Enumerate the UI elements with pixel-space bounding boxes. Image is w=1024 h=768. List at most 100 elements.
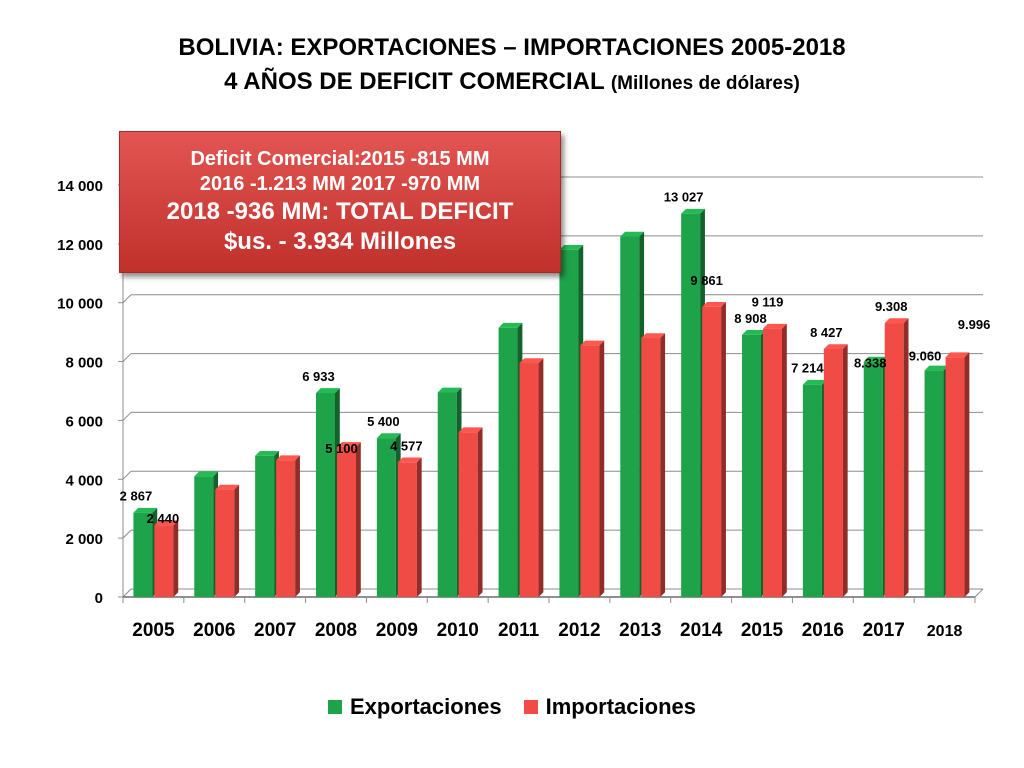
bar-export [681,213,701,597]
bar-import-side [173,520,179,597]
x-tick-label: 2012 [558,620,600,641]
bar-export-top [620,231,645,237]
data-label-export: 8 908 [734,311,767,326]
bar-import [215,489,235,597]
bar-import-side [721,302,726,597]
gridline-diag [122,412,132,421]
subtitle-main: 4 AÑOS DE DEFICIT COMERCIAL [224,68,605,95]
y-tick-label: 2 000 [65,531,103,548]
data-label-import: 9 861 [690,273,723,288]
gridline-diag [122,588,132,598]
bar-import-side [538,358,544,597]
y-tick-label: 4 000 [65,472,103,489]
bar-import-side [295,455,300,597]
bar-import [154,525,174,597]
data-label-import: 9 119 [752,295,784,310]
x-tick-label: 2006 [193,620,235,641]
callout-line-1: Deficit Comercial:2015 -815 MM [190,148,490,170]
x-tick-label: 2011 [498,620,540,641]
bar-export-top [194,471,219,477]
y-tick-label: 10 000 [57,296,103,313]
y-tick-label: 6 000 [65,413,103,430]
callout-line-3: 2018 -936 MM: TOTAL DEFICIT [166,198,514,225]
bar-export-top [742,330,766,335]
bar-import [945,357,965,597]
bar-import-side [782,323,787,597]
bar-import-top [215,484,240,490]
x-tick-label: 2009 [376,620,418,641]
data-label-export: 8.338 [854,356,887,371]
bar-import-top [884,318,909,324]
y-tick-label: 14 000 [57,178,103,195]
bar-export [742,334,761,597]
bar-import-top [154,520,179,526]
x-tick-label: 2016 [802,620,844,641]
legend-label-import: Importaciones [545,694,696,719]
legend-swatch-export [328,700,342,714]
gridline-diag [122,353,132,362]
data-label-import: 2 440 [147,511,180,526]
chart-subtitle: 4 AÑOS DE DEFICIT COMERCIAL (Millones de… [0,68,1024,96]
y-tick-label: 0 [95,590,103,607]
bar-import [823,349,843,597]
x-axis-end [974,588,984,598]
legend-swatch-import [523,700,538,714]
bar-export-top [316,388,340,393]
bar-import-side [234,484,240,597]
bar-import-side [842,344,848,597]
data-label-import: 8 427 [810,325,843,340]
x-tick-label: 2005 [132,620,175,641]
bar-export-top [559,244,584,250]
bar-export-top [924,365,949,371]
bar-import [519,363,539,597]
bar-export [194,476,214,597]
data-label-export: 13 027 [664,190,704,205]
x-tick-label: 2008 [315,620,357,641]
bar-export [133,512,153,597]
bar-import-side [903,318,909,597]
bar-import-top [945,352,970,358]
bar-import [702,306,722,597]
x-tick-label: 2017 [863,620,905,641]
bar-export-top [133,507,158,513]
data-label-export: 5 400 [367,414,400,429]
callout-line-4: $us. - 3.934 Millones [223,228,457,255]
gridline-diag [122,470,132,480]
chart-title: BOLIVIA: EXPORTACIONES – IMPORTACIONES 2… [178,34,846,61]
data-label-export: 2 867 [120,489,153,504]
gridline-diag [122,294,132,304]
bar-import-side [964,352,970,597]
bar-import-side [477,427,483,597]
gridline-diag [122,529,132,539]
x-tick-label: 2014 [680,620,723,641]
bar-import-side [416,457,422,597]
bar-import [641,338,661,597]
deficit-callout: Deficit Comercial:2015 -815 MM 2016 -1.2… [119,131,561,273]
legend-label-export: Exportaciones [350,694,502,719]
bar-import-side [660,333,666,597]
bar-import-top [337,442,361,447]
bar-export-top [498,322,523,328]
bar-import [337,446,356,597]
subtitle-units: (Millones de dólares) [610,73,800,94]
bar-import-top [397,457,422,463]
data-label-export: 9.060 [909,348,942,363]
data-label-import: 4 577 [390,438,423,453]
chart-legend: Exportaciones Importaciones [0,694,1024,720]
x-tick-label: 2013 [619,620,661,641]
bar-export [376,438,396,597]
bar-export-top [376,433,401,439]
bar-import-top [276,455,300,461]
bar-import-side [356,442,361,597]
bar-import [397,462,417,597]
bar-import-top [641,333,666,339]
bar-import-side [599,340,605,597]
bar-import-top [519,358,544,364]
bar-import-top [702,302,726,307]
bar-export [802,384,822,597]
y-tick-label: 8 000 [65,355,103,372]
bar-export [498,327,518,597]
bar-export [559,249,579,597]
bar-import [884,323,904,597]
